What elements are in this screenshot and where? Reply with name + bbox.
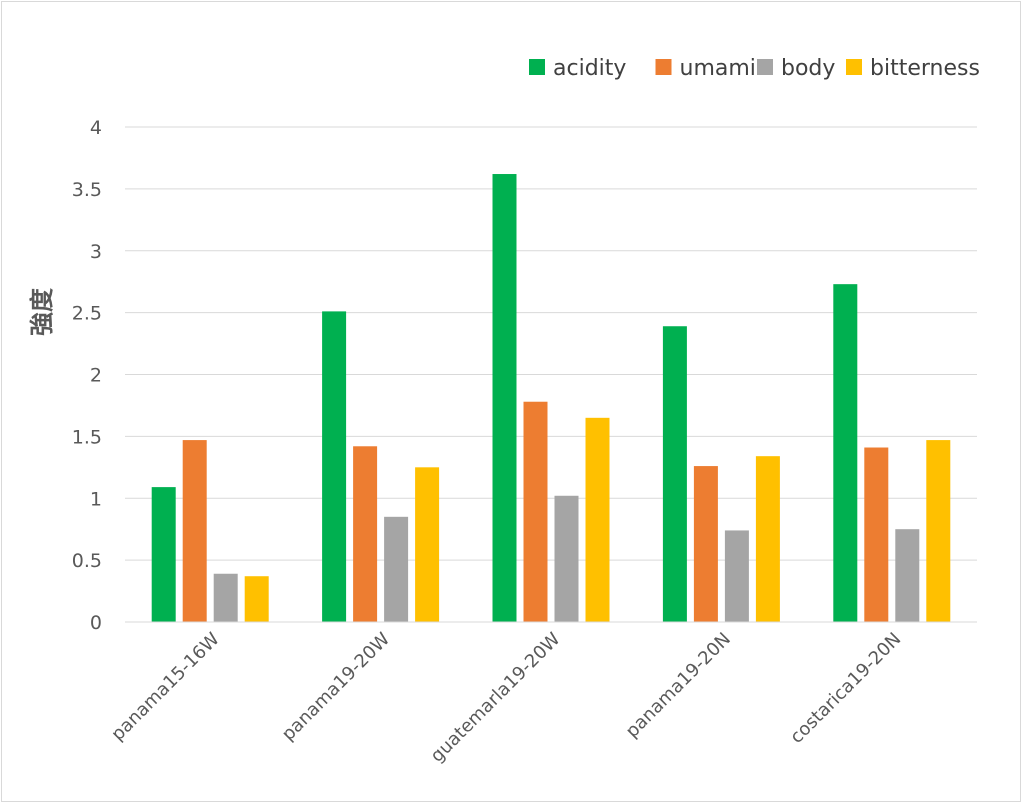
x-axis-ticks: panama15-16W panama19-20W guatemarla19-20W… (107, 629, 905, 767)
y-tick-label: 3 (90, 241, 102, 263)
bar-body (724, 530, 749, 622)
y-tick-label: 2.5 (72, 303, 102, 325)
bar-acidity (151, 487, 176, 622)
bar-acidity (492, 174, 517, 622)
bar-umami (523, 401, 548, 622)
bar-umami (693, 466, 718, 622)
legend: acidity umami body bitterness (529, 56, 980, 81)
x-category-label: guatemarla19-20W (427, 629, 565, 767)
y-tick-label: 1 (90, 488, 102, 510)
x-category-label: costarica19-20N (786, 629, 905, 748)
bar-body (384, 516, 409, 622)
legend-label-bitterness: bitterness (870, 56, 980, 81)
bar-body (213, 573, 238, 622)
legend-label-umami: umami (680, 56, 756, 81)
bar-umami (353, 446, 378, 622)
x-category-label: panama19-20W (278, 629, 395, 746)
bar-acidity (833, 284, 858, 622)
y-tick-label: 0.5 (72, 550, 102, 572)
bars (151, 174, 951, 622)
y-tick-label: 3.5 (72, 179, 102, 201)
legend-label-acidity: acidity (553, 56, 626, 81)
x-category-label: panama15-16W (107, 629, 224, 746)
bar-bitterness (755, 456, 780, 622)
legend-swatch-body (757, 59, 773, 75)
bar-body (895, 529, 920, 622)
bar-umami (182, 440, 207, 622)
bar-body (554, 495, 579, 622)
legend-swatch-acidity (529, 59, 545, 75)
y-tick-label: 0 (90, 612, 102, 634)
y-axis-ticks: 0 0.5 1 1.5 2 2.5 3 3.5 4 (72, 117, 102, 634)
bar-bitterness (244, 576, 269, 622)
bar-bitterness (926, 440, 951, 622)
bar-umami (864, 447, 889, 622)
bar-bitterness (585, 417, 610, 622)
bar-bitterness (415, 467, 440, 622)
legend-swatch-umami (655, 59, 672, 75)
legend-label-body: body (781, 56, 835, 81)
y-tick-label: 4 (90, 117, 102, 139)
bar-acidity (662, 326, 687, 622)
y-tick-label: 1.5 (72, 426, 102, 448)
y-axis-label: 強度 (28, 287, 56, 336)
legend-swatch-bitterness (846, 59, 862, 75)
bar-acidity (322, 311, 347, 622)
x-category-label: panama19-20N (622, 629, 735, 742)
y-tick-label: 2 (90, 365, 102, 387)
